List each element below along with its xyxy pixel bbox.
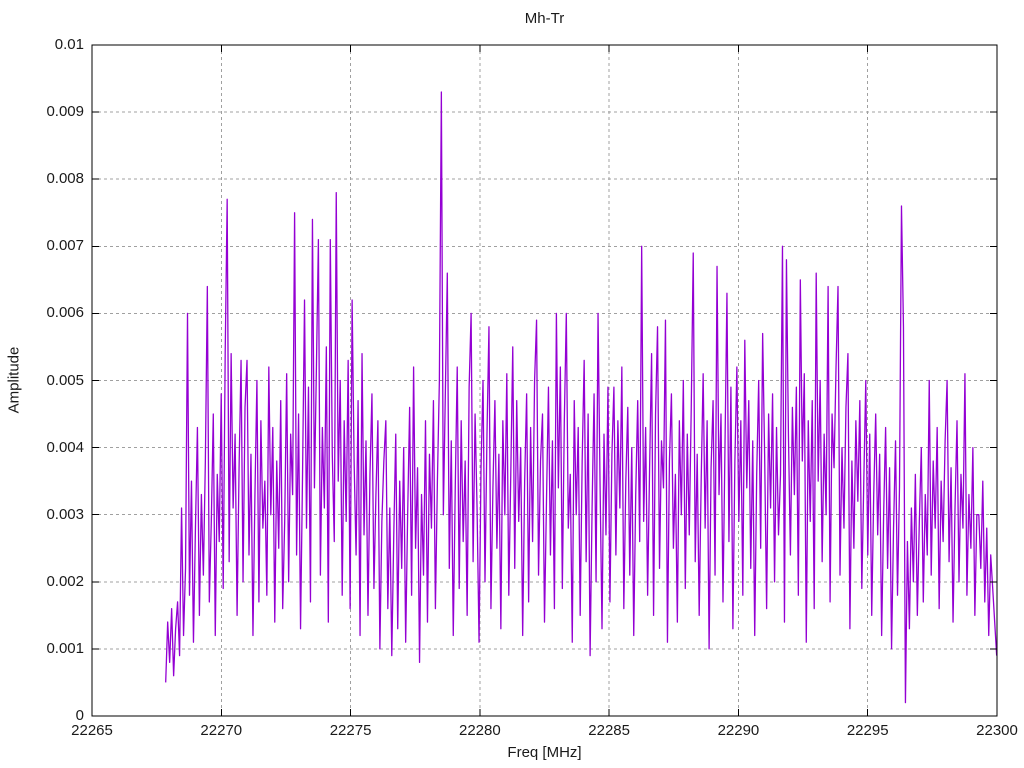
x-tick-label: 22265	[71, 722, 113, 739]
y-tick-label: 0.001	[46, 639, 84, 657]
x-tick-label: 22295	[846, 722, 889, 739]
x-tick-label: 22280	[458, 722, 501, 739]
x-axis-title: Freq [MHz]	[507, 744, 582, 761]
plot-title: Mh-Tr	[524, 10, 565, 27]
x-tick-label: 22275	[329, 722, 372, 739]
y-tick-label: 0.008	[46, 170, 84, 188]
y-tick-label: 0.005	[46, 371, 84, 389]
y-tick-label: 0.009	[46, 103, 84, 121]
y-tick-label: 0	[75, 707, 84, 724]
y-tick-label: 0.004	[46, 438, 84, 456]
data-trace	[165, 91, 998, 704]
y-tick-label: 0.006	[46, 304, 84, 322]
y-tick-label: 0.003	[46, 505, 84, 523]
x-tick-label: 22300	[976, 722, 1018, 739]
y-tick-label: 0.007	[46, 237, 84, 255]
y-tick-label: 0.01	[54, 36, 84, 53]
x-tick-label: 22290	[717, 722, 760, 739]
x-tick-label: 22285	[588, 722, 630, 739]
y-tick-label: 0.002	[46, 572, 84, 590]
x-tick-label: 22270	[200, 722, 243, 739]
